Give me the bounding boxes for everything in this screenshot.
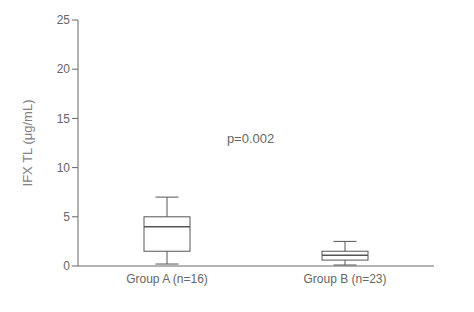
svg-text:IFX TL (μg/mL): IFX TL (μg/mL): [20, 100, 35, 187]
svg-text:0: 0: [63, 259, 70, 273]
svg-text:20: 20: [57, 62, 71, 76]
svg-text:10: 10: [57, 161, 71, 175]
html-text:p=0.002: p=0.002: [226, 131, 275, 147]
svg-text:15: 15: [57, 112, 71, 126]
svg-text:Group B (n=23): Group B (n=23): [303, 272, 386, 286]
svg-text:5: 5: [63, 210, 70, 224]
svg-text:Group A (n=16): Group A (n=16): [126, 272, 208, 286]
svg-text:25: 25: [57, 13, 71, 27]
